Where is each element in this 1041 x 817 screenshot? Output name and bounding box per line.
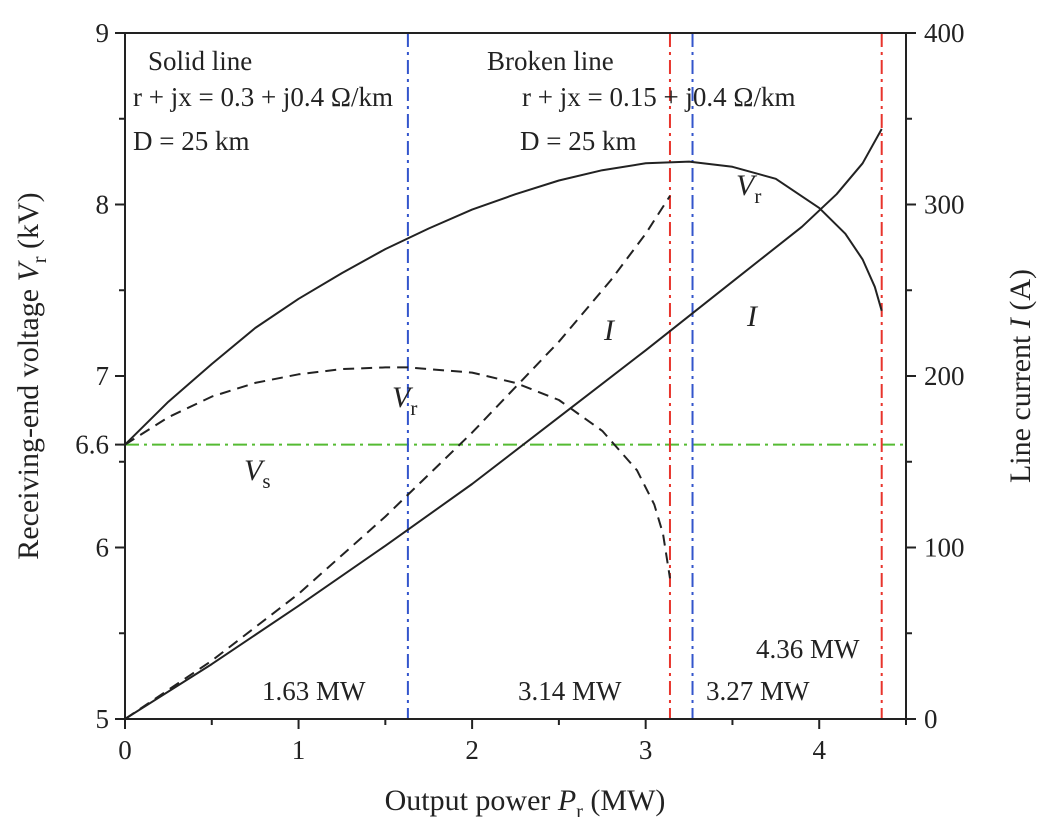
y-left-tick-label: 5 bbox=[96, 704, 110, 734]
broken-heading: Broken line bbox=[487, 46, 614, 76]
ticks: 0 1 2 3 4 5 6 6.6 7 8 9 0 100 200 300 400 bbox=[75, 18, 964, 765]
y-right-tick-label: 400 bbox=[924, 18, 965, 48]
solid-heading: Solid line bbox=[148, 46, 252, 76]
label-327-mw: 3.27 MW bbox=[706, 676, 810, 706]
x-tick-label: 1 bbox=[292, 735, 306, 765]
x-tick-label: 0 bbox=[118, 735, 132, 765]
series-i-solid bbox=[124, 128, 883, 720]
y-left-tick-label: 8 bbox=[96, 190, 110, 220]
curve-label-i-broken: I bbox=[603, 314, 616, 347]
y-right-tick-label: 0 bbox=[924, 704, 938, 734]
distance-solid: D = 25 km bbox=[133, 126, 249, 156]
x-tick-label: 4 bbox=[812, 735, 826, 765]
curve-label-vr-solid: Vr bbox=[736, 169, 761, 208]
broken-impedance: r + jx = 0.15 + j0.4 Ω/km bbox=[522, 82, 796, 112]
curve-label-vs: Vs bbox=[244, 454, 271, 493]
reference-lines bbox=[125, 33, 906, 719]
y-right-tick-label: 200 bbox=[924, 361, 965, 391]
series-i-broken bbox=[124, 195, 671, 720]
y-left-tick-label: 9 bbox=[96, 18, 110, 48]
series-vr-solid bbox=[124, 160, 883, 446]
y-right-axis-title: Line current I (A) bbox=[1004, 269, 1037, 483]
series bbox=[124, 128, 883, 720]
y-left-tick-label: 6.6 bbox=[75, 430, 109, 460]
y-left-tick-label: 6 bbox=[96, 533, 110, 563]
solid-impedance: r + jx = 0.3 + j0.4 Ω/km bbox=[133, 82, 393, 112]
label-163-mw: 1.63 MW bbox=[262, 676, 366, 706]
curve-label-i-solid: I bbox=[746, 300, 759, 333]
distance-broken: D = 25 km bbox=[520, 126, 636, 156]
y-right-tick-label: 100 bbox=[924, 533, 965, 563]
x-axis-title: Output power Pr (MW) bbox=[385, 784, 666, 817]
x-tick-label: 2 bbox=[465, 735, 479, 765]
y-left-tick-label: 7 bbox=[96, 361, 110, 391]
label-314-mw: 3.14 MW bbox=[518, 676, 622, 706]
y-left-axis-title: Receiving-end voltage Vr (kV) bbox=[12, 192, 51, 559]
label-436-mw: 4.36 MW bbox=[756, 634, 860, 664]
series-vr-broken bbox=[124, 366, 671, 579]
curve-label-vr-broken: Vr bbox=[392, 381, 417, 420]
x-tick-label: 3 bbox=[639, 735, 653, 765]
y-right-tick-label: 300 bbox=[924, 190, 965, 220]
